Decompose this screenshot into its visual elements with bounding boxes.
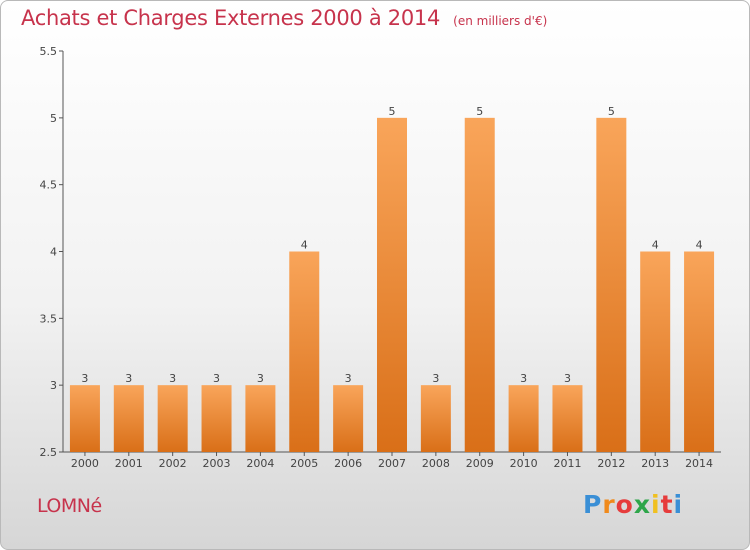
data-label: 3 [345,372,352,385]
bar-2011[interactable] [552,385,583,452]
data-label: 3 [564,372,571,385]
y-tick-label: 2.5 [40,446,58,459]
x-tick-label: 2006 [334,457,362,470]
bar-2003[interactable] [201,385,232,452]
logo-letter: i [651,490,661,519]
logo-letter: x [633,490,651,519]
bars: 3 3 3 3 3 4 3 5 3 5 3 3 5 4 4 [69,105,715,453]
bar-2007[interactable] [377,117,407,452]
x-tick-label: 2005 [290,457,318,470]
logo-letter: o [615,490,634,519]
x-tick-label: 2011 [553,457,581,470]
data-label: 4 [301,239,308,252]
data-label: 5 [389,105,396,118]
x-tick-label: 2012 [597,457,625,470]
axes: 2.5 3 3.5 4 4.5 5 5.5 2000 2001 2002 2003 2004 2005 2… [40,45,721,470]
x-tick-label: 2001 [115,457,143,470]
data-label: 3 [520,372,527,385]
bar-2012[interactable] [596,117,627,452]
data-label: 3 [81,372,88,385]
data-label: 5 [608,105,615,118]
bar-2006[interactable] [333,385,364,452]
data-label: 4 [696,239,703,252]
x-tick-label: 2003 [203,457,231,470]
logo-letter: i [673,490,684,519]
y-tick-label: 4 [50,246,57,259]
y-tick-label: 4.5 [40,179,58,192]
logo-letter: r [602,490,616,519]
x-tick-label: 2007 [378,457,406,470]
chart-title: Achats et Charges Externes 2000 à 2014 [21,6,441,30]
data-label: 3 [169,372,176,385]
bar-2004[interactable] [245,385,276,452]
town-name: LOMNé [37,495,102,517]
bar-2005[interactable] [289,251,320,453]
bar-2013[interactable] [640,251,671,453]
logo-letter: t [660,490,674,519]
bar-2002[interactable] [157,385,188,452]
y-tick-label: 3.5 [40,312,58,325]
y-tick-label: 5 [50,112,57,125]
x-tick-label: 2002 [159,457,187,470]
proxiti-logo[interactable]: Proxiti [583,490,683,519]
x-tick-label: 2010 [510,457,538,470]
bar-2010[interactable] [508,385,539,452]
x-tick-label: 2013 [641,457,669,470]
data-label: 5 [476,105,483,118]
x-tick-label: 2000 [71,457,99,470]
logo-letter: P [583,490,603,519]
x-tick-label: 2004 [246,457,274,470]
data-label: 3 [213,372,220,385]
x-tick-label: 2014 [685,457,713,470]
bar-2014[interactable] [684,251,715,453]
title-row: Achats et Charges Externes 2000 à 2014 (… [21,6,547,30]
data-label: 3 [125,372,132,385]
bar-2001[interactable] [113,385,144,452]
bar-2000[interactable] [69,385,100,452]
x-tick-label: 2008 [422,457,450,470]
bar-2009[interactable] [464,117,495,452]
chart-subtitle: (en milliers d'€) [453,14,548,28]
data-label: 4 [652,239,659,252]
y-tick-label: 5.5 [40,45,58,58]
data-label: 3 [432,372,439,385]
bar-2008[interactable] [420,385,451,452]
data-label: 3 [257,372,264,385]
y-tick-label: 3 [50,379,57,392]
x-tick-label: 2009 [466,457,494,470]
